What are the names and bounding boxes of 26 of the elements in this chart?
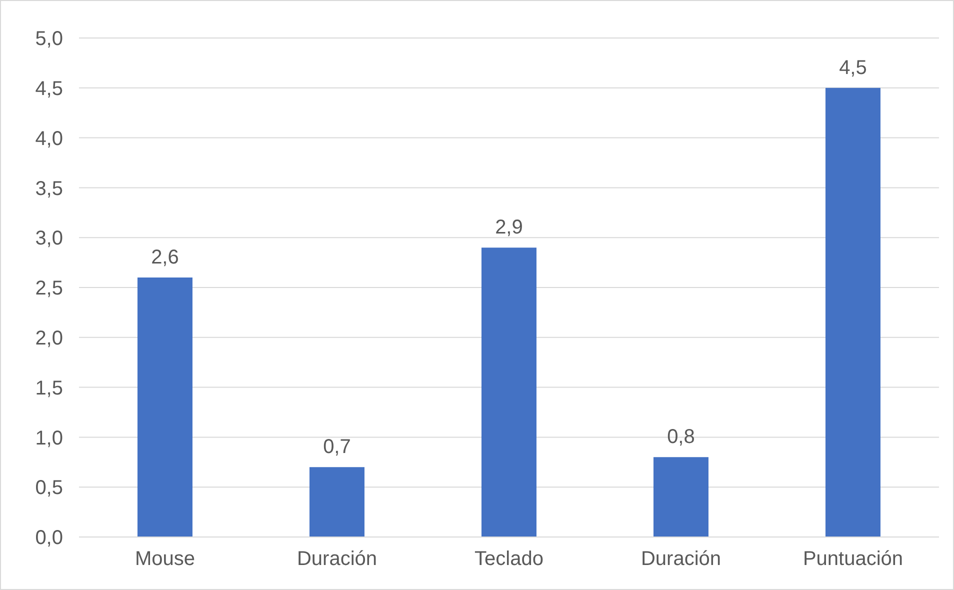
y-tick-label: 4,5 xyxy=(35,78,63,100)
data-label: 4,5 xyxy=(839,56,867,79)
bar xyxy=(309,467,364,537)
data-label: 2,9 xyxy=(495,216,523,239)
y-tick-label: 5,0 xyxy=(35,28,63,50)
y-tick-label: 0,5 xyxy=(35,477,63,500)
y-tick-label: 4,0 xyxy=(35,128,63,150)
y-tick-label: 3,0 xyxy=(35,228,63,250)
bar xyxy=(137,278,192,537)
data-label: 2,6 xyxy=(151,246,179,269)
y-tick-label: 1,0 xyxy=(35,427,63,450)
data-label: 0,7 xyxy=(323,436,351,458)
y-tick-label: 1,5 xyxy=(35,377,63,400)
x-tick-label: Mouse xyxy=(134,548,196,570)
y-tick-label: 0,0 xyxy=(35,527,63,550)
data-label: 0,8 xyxy=(667,426,695,448)
x-tick-label: Teclado xyxy=(474,548,544,570)
y-tick-label: 2,5 xyxy=(35,278,63,300)
bar xyxy=(481,248,536,537)
x-tick-label: Puntuación xyxy=(802,548,904,570)
y-tick-label: 3,5 xyxy=(35,178,63,200)
bar xyxy=(825,88,880,537)
x-tick-label: Duración xyxy=(296,548,378,570)
bar xyxy=(653,457,708,537)
y-tick-label: 2,0 xyxy=(35,328,63,350)
x-tick-label: Duración xyxy=(640,548,722,570)
